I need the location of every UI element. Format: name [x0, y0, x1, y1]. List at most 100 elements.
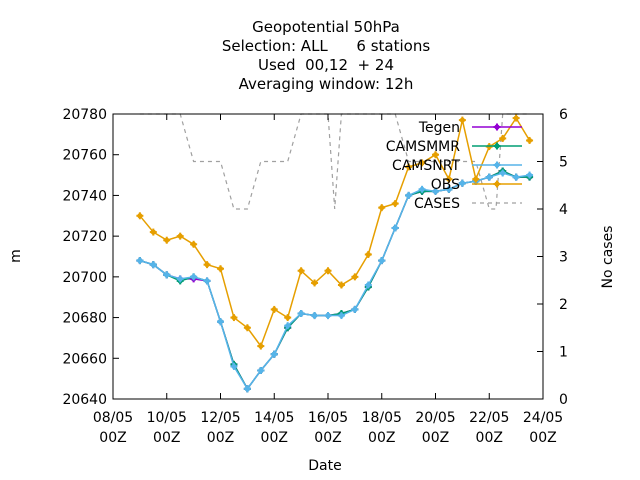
data-point-obs-dot: [392, 200, 398, 207]
legend: Tegen CAMSMMR CAMSNRT OBS CASES: [386, 120, 522, 212]
data-point-obs: [284, 314, 292, 322]
data-point-obs-dot: [338, 282, 345, 288]
x-tick-label-hour: 00Z: [529, 430, 556, 446]
data-point-camsnrt-dot: [137, 257, 143, 264]
data-point-obs-dot: [473, 176, 479, 182]
y-tick-label: 20760: [62, 148, 107, 164]
data-point-obs-dot: [325, 268, 331, 274]
x-tick-label-hour: 00Z: [476, 430, 503, 446]
data-point-obs-dot: [311, 280, 318, 286]
data-point-obs-dot: [271, 306, 277, 313]
data-point-camsnrt-dot: [298, 310, 304, 317]
x-axis-label: Date: [308, 458, 341, 474]
legend-marker-camsmmr-dot: [494, 143, 500, 149]
legend-marker-obs-dot: [494, 181, 500, 187]
data-point-camsnrt: [270, 350, 278, 358]
data-point-obs-dot: [298, 268, 304, 274]
y-tick-label: 20680: [62, 311, 107, 327]
data-point-obs: [445, 175, 453, 183]
data-point-camsnrt: [499, 169, 507, 177]
data-point-obs: [337, 281, 345, 289]
data-point-obs-dot: [231, 314, 237, 321]
data-point-obs-dot: [459, 117, 465, 123]
data-point-camsnrt-dot: [325, 312, 331, 319]
x-tick-label-date: 20/05: [415, 410, 455, 426]
data-point-obs: [499, 134, 507, 142]
data-point-camsnrt: [163, 271, 171, 279]
y2-tick-label: 1: [559, 345, 568, 361]
data-point-obs: [418, 159, 426, 167]
data-point-camsnrt-dot: [244, 386, 250, 392]
title-line-1: Geopotential 50hPa: [252, 18, 400, 36]
data-point-camsnrt: [176, 275, 184, 283]
legend-label-camsmmr: CAMSMMR: [386, 139, 460, 155]
data-point-camsnrt-dot: [338, 312, 345, 319]
data-point-obs: [149, 228, 157, 236]
data-point-obs-dot: [513, 115, 519, 121]
data-point-obs-dot: [137, 213, 143, 219]
data-point-camsnrt: [297, 310, 305, 317]
data-point-camsnrt-dot: [406, 192, 412, 199]
x-tick-label-date: 16/05: [308, 410, 348, 426]
x-tick-label-hour: 00Z: [422, 430, 449, 446]
data-point-camsnrt: [243, 385, 251, 393]
data-point-camsnrt-dot: [365, 282, 371, 288]
data-point-camsnrt: [337, 312, 345, 320]
series-line-obs: [139, 116, 531, 348]
data-point-camsnrt: [391, 224, 399, 232]
legend-label-obs: OBS: [431, 177, 460, 193]
data-point-camsnrt-dot: [311, 312, 318, 319]
data-point-obs: [472, 175, 480, 183]
x-tick-label-date: 24/05: [523, 410, 563, 426]
y2-axis-label: No cases: [600, 226, 616, 289]
data-point-obs-dot: [217, 266, 224, 272]
data-point-obs: [391, 200, 399, 208]
data-point-camsnrt: [512, 173, 520, 181]
y-tick-label: 20660: [62, 351, 107, 367]
data-point-obs: [364, 250, 372, 258]
data-point-obs: [270, 305, 278, 313]
data-point-obs-dot: [365, 251, 371, 258]
data-point-camsnrt: [405, 191, 413, 199]
x-tick-label-date: 18/05: [362, 410, 402, 426]
data-point-camsnrt-dot: [258, 367, 264, 374]
series-obs: [136, 114, 534, 350]
y2-tick-label: 5: [559, 155, 568, 171]
data-point-obs: [378, 204, 386, 212]
y2-tick-label: 4: [559, 202, 568, 218]
series-line-camsnrt: [139, 172, 530, 391]
axis-ticks: 20640 20660 20680 20700 20720 20740 20760 20780…: [62, 107, 568, 446]
chart-title: Geopotential 50hPa Selection: ALL 6 stat…: [222, 18, 430, 93]
x-tick-label-hour: 00Z: [314, 430, 341, 446]
legend-marker-tegen-dot: [494, 124, 500, 130]
data-point-camsnrt: [257, 367, 265, 374]
data-point-camsnrt: [136, 257, 144, 265]
legend-marker-camsmmr: [493, 142, 501, 150]
data-point-camsnrt: [190, 273, 198, 281]
data-point-camsnrt: [485, 173, 493, 181]
data-point-camsnrt: [203, 277, 211, 285]
data-point-obs: [176, 232, 184, 240]
data-point-camsnrt-dot: [271, 351, 277, 357]
legend-marker-tegen: [493, 123, 501, 131]
data-point-obs: [458, 116, 466, 124]
data-point-camsnrt-dot: [164, 272, 170, 278]
data-point-camsnrt-dot: [150, 262, 156, 268]
legend-label-camsnrt: CAMSNRT: [392, 158, 461, 174]
data-point-obs-dot: [352, 274, 358, 280]
title-line-3: Used 00,12 + 24: [258, 56, 394, 74]
y2-tick-label: 6: [559, 107, 568, 123]
data-point-obs-dot: [285, 314, 291, 321]
y-tick-label: 20780: [62, 107, 107, 123]
data-point-obs: [405, 163, 413, 171]
x-tick-label-date: 08/05: [93, 410, 133, 426]
data-point-obs: [311, 279, 319, 287]
plot-marks: [136, 113, 534, 393]
data-point-camsnrt-dot: [446, 186, 452, 192]
title-line-2: Selection: ALL 6 stations: [222, 37, 430, 55]
series-camsnrt: [136, 169, 534, 393]
data-point-obs-dot: [446, 176, 452, 182]
data-point-obs: [257, 342, 265, 350]
y-axis-label: m: [8, 249, 24, 263]
